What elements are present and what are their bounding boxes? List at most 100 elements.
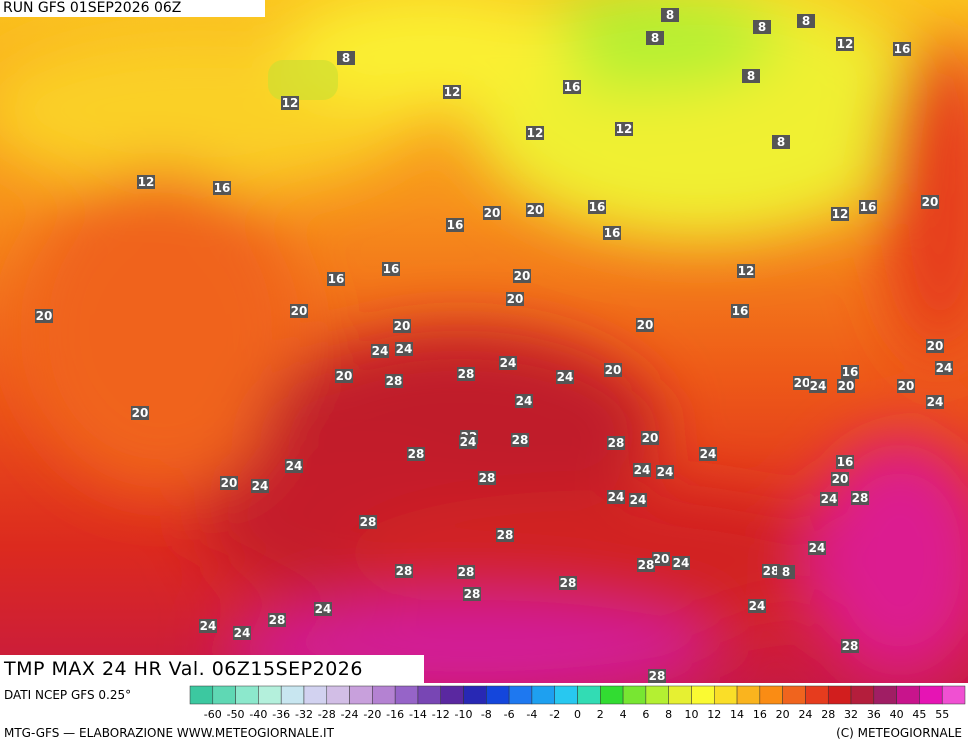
label-box bbox=[499, 356, 517, 370]
label-box bbox=[463, 587, 481, 601]
label-box bbox=[393, 319, 411, 333]
contour-label: 28 bbox=[638, 558, 655, 572]
contour-label: 28 bbox=[560, 576, 577, 590]
contour-label: 20 bbox=[484, 206, 501, 220]
label-box bbox=[837, 379, 855, 393]
contour-label: 24 bbox=[821, 492, 838, 506]
contour-label: 8 bbox=[342, 51, 350, 65]
contour-label: 28 bbox=[458, 367, 475, 381]
contour-label: 8 bbox=[747, 69, 755, 83]
colorbar-tick: -32 bbox=[295, 708, 313, 721]
contour-label: 24 bbox=[809, 541, 826, 555]
contour-label: 28 bbox=[479, 471, 496, 485]
colorbar-tick: 12 bbox=[707, 708, 721, 721]
contour-label: 20 bbox=[832, 472, 849, 486]
label-box bbox=[646, 31, 664, 45]
contour-label: 16 bbox=[447, 218, 464, 232]
colorbar-tick: -60 bbox=[204, 708, 222, 721]
colorbar-tick: 32 bbox=[844, 708, 858, 721]
colorbar-swatch bbox=[394, 685, 419, 705]
colorbar-tick: 0 bbox=[574, 708, 581, 721]
label-box bbox=[607, 436, 625, 450]
colorbar-tick: -2 bbox=[549, 708, 560, 721]
label-box bbox=[327, 272, 345, 286]
label-box bbox=[268, 613, 286, 627]
colorbar-swatch bbox=[896, 685, 920, 705]
contour-label: 20 bbox=[927, 339, 944, 353]
contour-label: 24 bbox=[657, 465, 674, 479]
label-box bbox=[199, 619, 217, 633]
copyright: (C) METEOGIORNALE bbox=[836, 726, 962, 740]
contour-label: 20 bbox=[637, 318, 654, 332]
contour-label: 24 bbox=[286, 459, 303, 473]
contour-label: 8 bbox=[777, 135, 785, 149]
contour-label: 12 bbox=[282, 96, 299, 110]
contour-label: 24 bbox=[234, 626, 251, 640]
contour-label: 8 bbox=[802, 14, 810, 28]
label-box bbox=[395, 342, 413, 356]
colorbar-tick: 55 bbox=[935, 708, 949, 721]
colorbar-tick: -28 bbox=[318, 708, 336, 721]
label-box bbox=[841, 365, 859, 379]
colorbar-tick: 14 bbox=[730, 708, 744, 721]
colorbar-swatch bbox=[827, 685, 852, 705]
contour-label: 20 bbox=[922, 195, 939, 209]
colorbar-tick: 4 bbox=[620, 708, 627, 721]
label-box bbox=[446, 218, 464, 232]
label-box bbox=[836, 455, 854, 469]
contour-label: 20 bbox=[605, 363, 622, 377]
label-box bbox=[511, 433, 529, 447]
label-box bbox=[506, 292, 524, 306]
colorbar-swatch bbox=[372, 685, 396, 705]
label-box bbox=[407, 447, 425, 461]
colorbar-swatch bbox=[782, 685, 806, 705]
contour-label: 28 bbox=[852, 491, 869, 505]
contour-label: 8 bbox=[782, 565, 790, 579]
contour-label: 28 bbox=[360, 515, 377, 529]
label-box bbox=[636, 318, 654, 332]
colorbar-swatch bbox=[600, 685, 624, 705]
label-box bbox=[457, 367, 475, 381]
colorbar-swatch bbox=[349, 685, 373, 705]
contour-label: 20 bbox=[642, 431, 659, 445]
label-box bbox=[851, 491, 869, 505]
label-box bbox=[748, 599, 766, 613]
contour-label: 24 bbox=[315, 602, 332, 616]
label-box bbox=[395, 564, 413, 578]
colorbar-swatch bbox=[212, 685, 236, 705]
colorbar-swatch bbox=[919, 685, 943, 705]
label-box bbox=[233, 626, 251, 640]
contour-label: 20 bbox=[221, 476, 238, 490]
contour-label: 16 bbox=[589, 200, 606, 214]
label-box bbox=[556, 370, 574, 384]
contour-label: 24 bbox=[608, 490, 625, 504]
colorbar-tick: -8 bbox=[481, 708, 492, 721]
label-box bbox=[513, 269, 531, 283]
contour-label: 16 bbox=[214, 181, 231, 195]
colorbar-swatch bbox=[417, 685, 441, 705]
label-box bbox=[859, 200, 877, 214]
label-box bbox=[371, 344, 389, 358]
label-box bbox=[131, 406, 149, 420]
label-box bbox=[641, 431, 659, 445]
colorbar-swatch bbox=[463, 685, 487, 705]
label-box bbox=[515, 394, 533, 408]
label-box bbox=[926, 395, 944, 409]
contour-label: 20 bbox=[36, 309, 53, 323]
label-box bbox=[281, 96, 299, 110]
colorbar-swatch bbox=[280, 685, 305, 705]
label-box bbox=[808, 541, 826, 555]
label-box bbox=[483, 206, 501, 220]
contour-label: 24 bbox=[673, 556, 690, 570]
label-box bbox=[496, 528, 514, 542]
label-box bbox=[926, 339, 944, 353]
contour-label: 20 bbox=[514, 269, 531, 283]
colorbar-swatch bbox=[622, 685, 647, 705]
label-box bbox=[337, 51, 355, 65]
label-box bbox=[809, 379, 827, 393]
label-box bbox=[893, 42, 911, 56]
colorbar-swatch bbox=[850, 685, 875, 705]
colorbar-tick: 36 bbox=[867, 708, 881, 721]
contour-label: 20 bbox=[132, 406, 149, 420]
contour-label: 24 bbox=[396, 342, 413, 356]
